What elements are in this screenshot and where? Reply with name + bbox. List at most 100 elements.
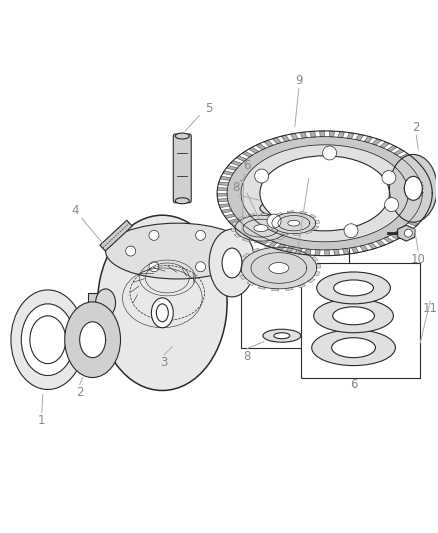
Polygon shape xyxy=(219,204,230,207)
Polygon shape xyxy=(360,245,368,252)
Text: 2: 2 xyxy=(76,386,83,399)
Text: 11: 11 xyxy=(423,302,438,316)
Ellipse shape xyxy=(288,220,300,226)
Text: 1: 1 xyxy=(38,414,46,427)
Text: 8: 8 xyxy=(232,181,240,194)
Polygon shape xyxy=(329,131,335,137)
Ellipse shape xyxy=(95,289,116,317)
Polygon shape xyxy=(218,182,229,185)
Polygon shape xyxy=(403,225,413,231)
Polygon shape xyxy=(414,168,425,173)
Polygon shape xyxy=(368,243,377,249)
Polygon shape xyxy=(252,248,260,252)
Ellipse shape xyxy=(269,263,289,273)
Circle shape xyxy=(149,262,159,272)
Polygon shape xyxy=(290,133,298,140)
Polygon shape xyxy=(217,193,227,196)
Polygon shape xyxy=(316,264,321,268)
Polygon shape xyxy=(387,146,397,151)
Polygon shape xyxy=(347,133,354,139)
Polygon shape xyxy=(320,131,325,137)
Ellipse shape xyxy=(11,290,85,390)
FancyBboxPatch shape xyxy=(173,134,191,203)
Ellipse shape xyxy=(209,229,255,297)
Polygon shape xyxy=(305,231,312,234)
Circle shape xyxy=(196,230,205,240)
Ellipse shape xyxy=(65,302,120,377)
Polygon shape xyxy=(236,156,247,161)
Polygon shape xyxy=(417,173,428,178)
Polygon shape xyxy=(272,288,279,291)
Text: 7: 7 xyxy=(239,179,247,192)
Ellipse shape xyxy=(260,200,304,216)
Polygon shape xyxy=(260,238,269,245)
Polygon shape xyxy=(233,223,244,229)
Polygon shape xyxy=(294,233,300,236)
Polygon shape xyxy=(258,286,266,289)
Ellipse shape xyxy=(21,304,74,376)
Ellipse shape xyxy=(30,316,66,364)
Polygon shape xyxy=(420,201,431,205)
Polygon shape xyxy=(286,225,291,228)
Polygon shape xyxy=(265,245,272,248)
Polygon shape xyxy=(242,238,250,241)
Polygon shape xyxy=(286,246,293,253)
Ellipse shape xyxy=(332,307,374,325)
Polygon shape xyxy=(364,136,373,143)
Text: 9: 9 xyxy=(295,74,303,87)
Polygon shape xyxy=(268,223,272,227)
Polygon shape xyxy=(315,220,320,223)
Polygon shape xyxy=(239,228,250,233)
Polygon shape xyxy=(303,251,311,255)
Ellipse shape xyxy=(314,299,393,333)
Polygon shape xyxy=(310,131,316,137)
Polygon shape xyxy=(261,213,268,215)
Circle shape xyxy=(323,146,336,160)
Polygon shape xyxy=(237,216,245,220)
Ellipse shape xyxy=(312,330,396,366)
Polygon shape xyxy=(394,149,404,155)
Ellipse shape xyxy=(274,333,290,338)
Text: 4: 4 xyxy=(71,204,78,217)
Polygon shape xyxy=(245,231,256,237)
Polygon shape xyxy=(268,241,277,248)
Ellipse shape xyxy=(404,176,422,200)
Polygon shape xyxy=(314,272,320,276)
Polygon shape xyxy=(231,160,242,166)
Polygon shape xyxy=(420,179,431,183)
Polygon shape xyxy=(272,213,316,233)
Polygon shape xyxy=(384,237,393,243)
Polygon shape xyxy=(231,228,236,231)
Polygon shape xyxy=(397,230,407,236)
Ellipse shape xyxy=(263,329,301,342)
Polygon shape xyxy=(237,268,242,272)
Polygon shape xyxy=(281,232,288,235)
Polygon shape xyxy=(100,220,132,251)
Polygon shape xyxy=(276,213,283,216)
Circle shape xyxy=(126,246,136,256)
Polygon shape xyxy=(295,248,302,254)
Polygon shape xyxy=(240,275,246,279)
Polygon shape xyxy=(241,247,317,289)
Polygon shape xyxy=(267,240,274,243)
Polygon shape xyxy=(224,214,235,219)
Polygon shape xyxy=(223,171,233,175)
Text: 3: 3 xyxy=(161,356,168,369)
Ellipse shape xyxy=(80,322,106,358)
Polygon shape xyxy=(235,215,287,241)
Ellipse shape xyxy=(222,248,242,278)
Polygon shape xyxy=(380,142,389,148)
Polygon shape xyxy=(264,140,273,147)
Polygon shape xyxy=(272,138,281,144)
Ellipse shape xyxy=(156,304,168,322)
Polygon shape xyxy=(300,211,307,214)
Polygon shape xyxy=(419,206,429,211)
Ellipse shape xyxy=(334,280,374,296)
Polygon shape xyxy=(217,188,227,191)
Polygon shape xyxy=(412,216,423,221)
Polygon shape xyxy=(410,163,421,168)
Polygon shape xyxy=(247,281,254,286)
Polygon shape xyxy=(243,253,250,257)
Circle shape xyxy=(385,198,399,212)
Polygon shape xyxy=(248,214,255,216)
